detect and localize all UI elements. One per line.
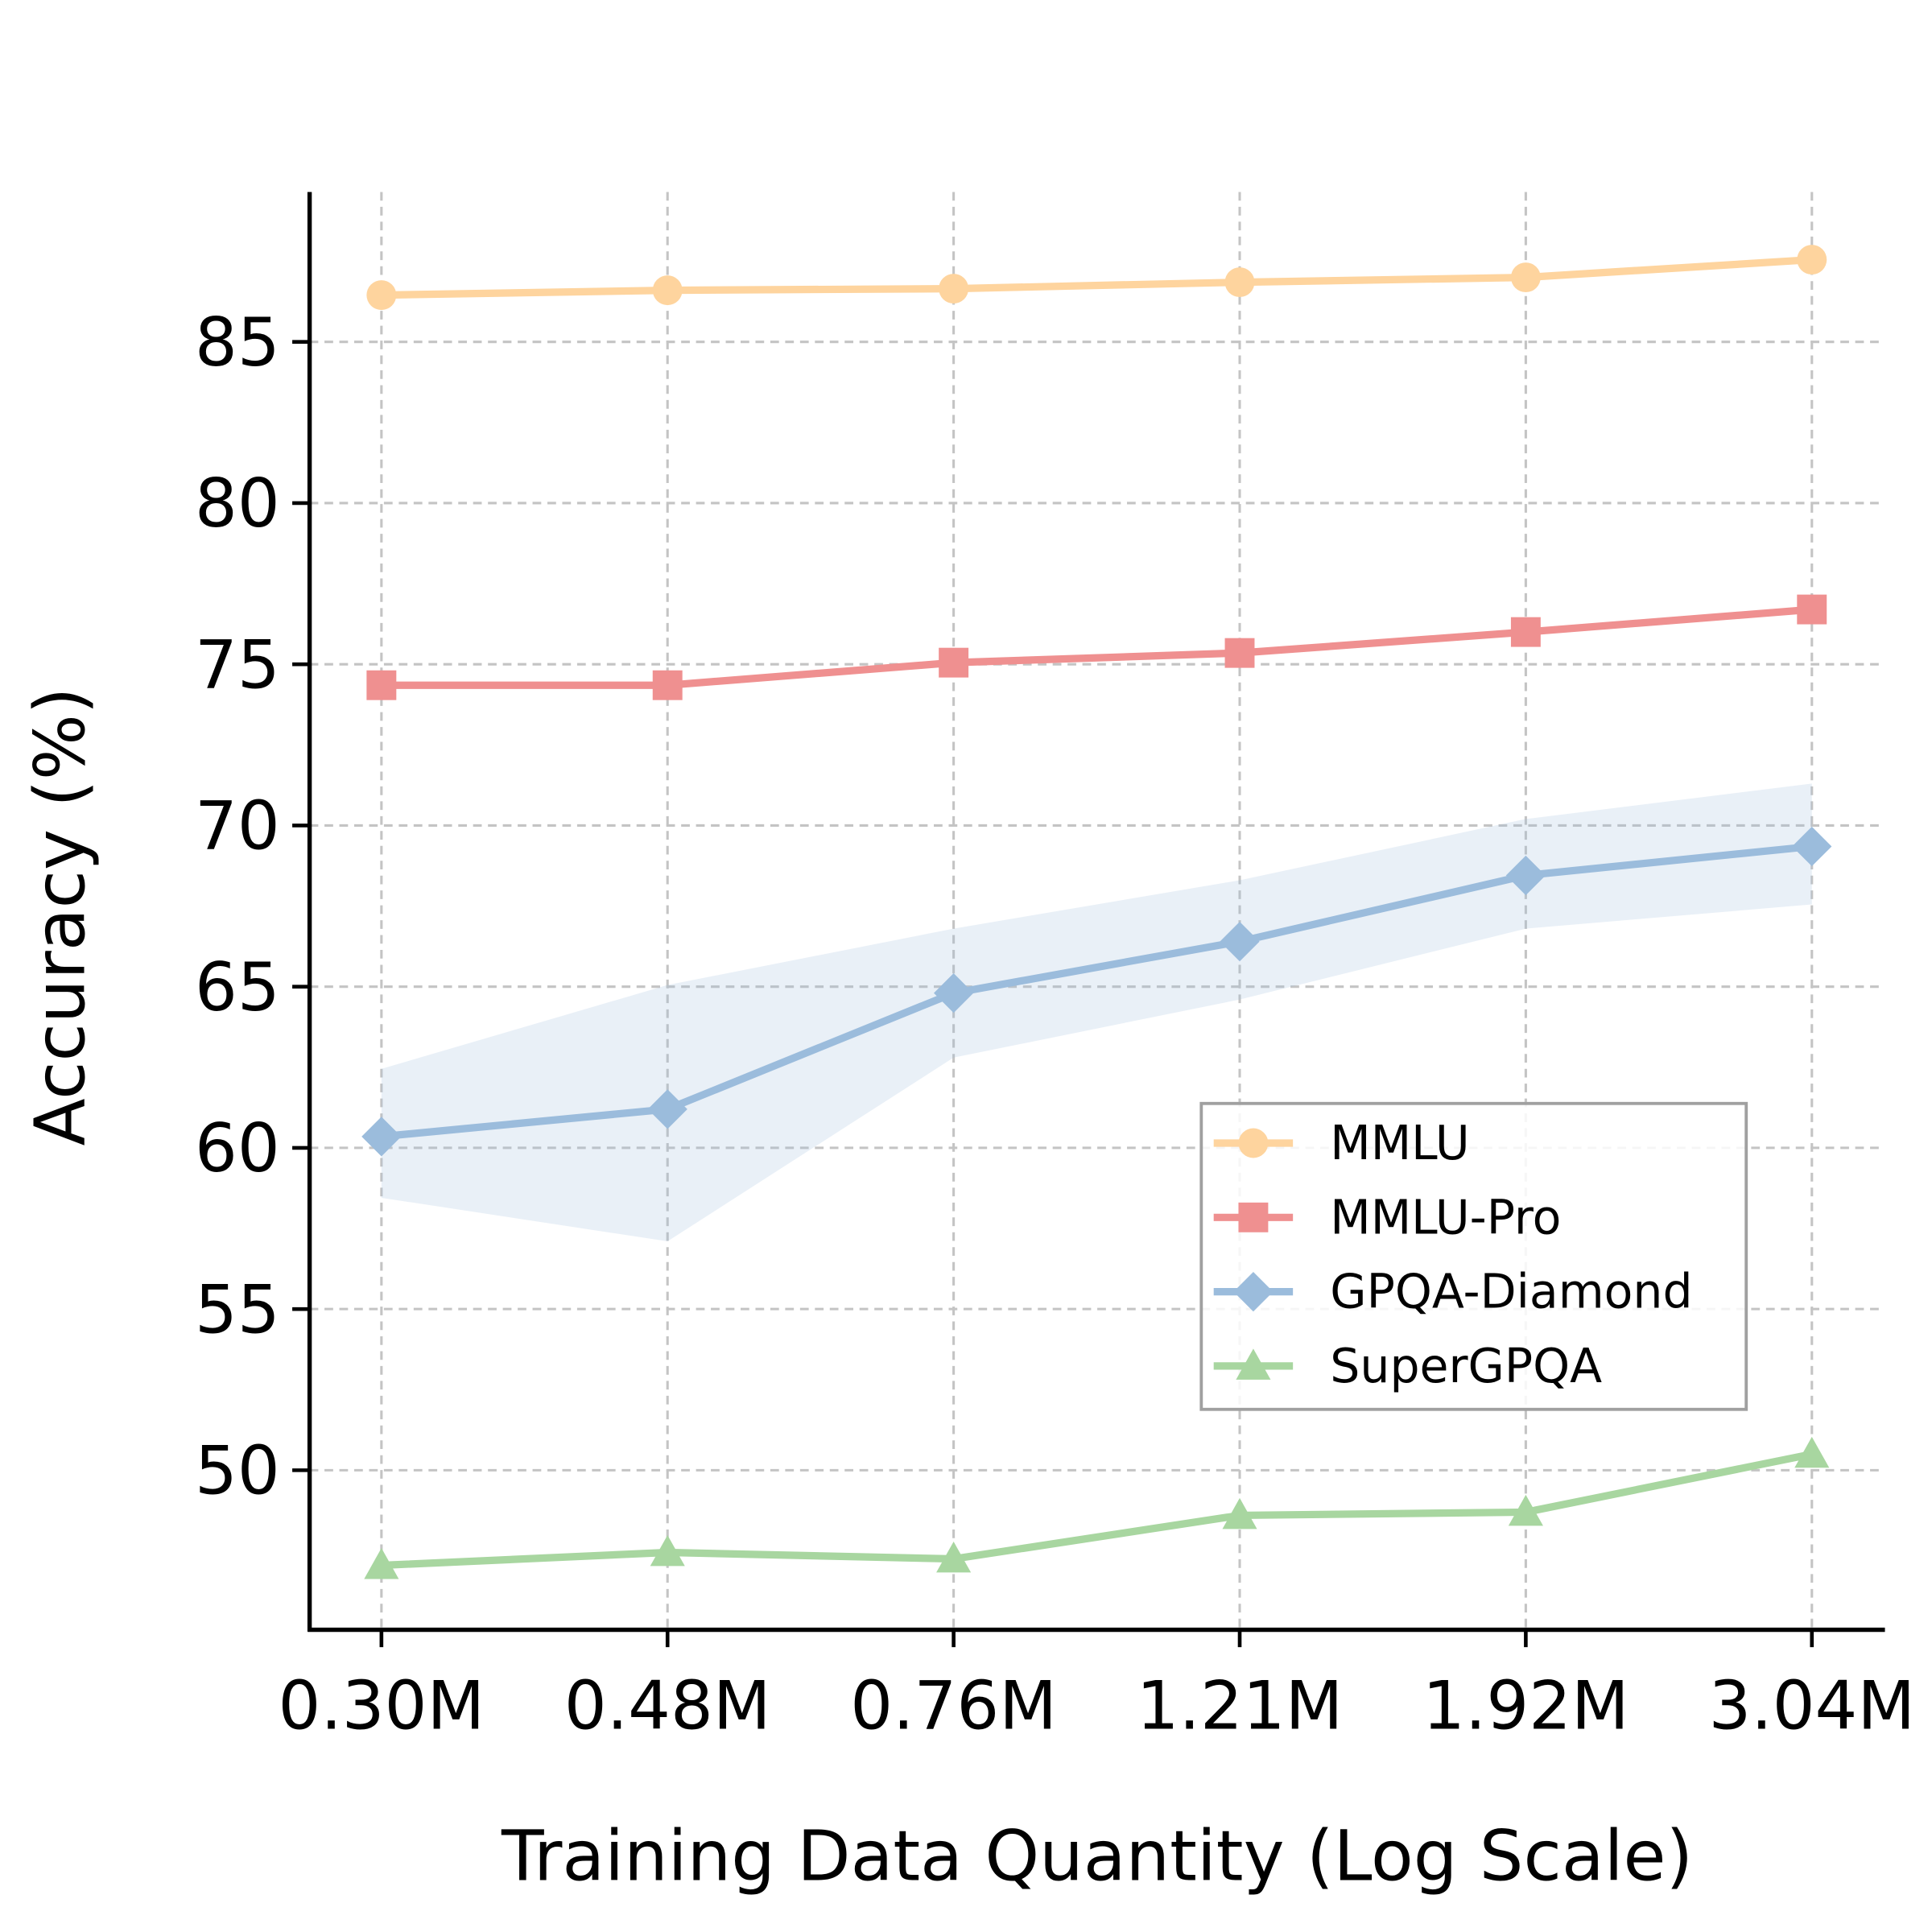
y-axis-label: Accuracy (%) xyxy=(21,687,101,1146)
series-mmlu-pro xyxy=(366,594,1827,700)
series-line xyxy=(381,1450,1813,1570)
marker-circle xyxy=(652,275,683,306)
marker-triangle xyxy=(936,1541,972,1573)
y-tick-label: 60 xyxy=(195,1109,280,1187)
marker-diamond xyxy=(1505,855,1546,896)
marker-circle xyxy=(1238,1128,1269,1158)
x-tick-label: 0.76M xyxy=(850,1667,1057,1745)
marker-triangle xyxy=(364,1547,399,1579)
marker-circle xyxy=(366,280,397,311)
marker-diamond xyxy=(934,973,974,1013)
marker-square xyxy=(1510,617,1541,647)
y-tick-label: 70 xyxy=(195,787,280,865)
legend: MMLU MMLU-Pro GPQA-Diamond SuperGPQA xyxy=(1199,1101,1748,1411)
y-tick-label: 85 xyxy=(195,303,280,382)
marker-square xyxy=(652,670,683,700)
series-gpqa-diamond xyxy=(361,826,1832,1157)
series-lines xyxy=(361,245,1832,1579)
marker-diamond xyxy=(647,1089,687,1129)
marker-square xyxy=(939,647,969,678)
axes: 50 55 60 65 70 75 80 85 0.30M 0.48M 0.76M 1.21M 1.92… xyxy=(195,192,1915,1745)
marker-circle xyxy=(939,274,969,304)
y-tick-label: 75 xyxy=(195,625,280,704)
marker-triangle xyxy=(1794,1436,1830,1468)
marker-square xyxy=(1224,638,1255,668)
confidence-band xyxy=(381,783,1812,1242)
series-line xyxy=(381,255,1813,299)
marker-triangle xyxy=(1236,1348,1271,1380)
marker-square xyxy=(1797,594,1827,625)
legend-label: MMLU xyxy=(1330,1116,1469,1170)
marker-triangle xyxy=(1508,1494,1543,1526)
legend-label: SuperGPQA xyxy=(1330,1339,1602,1393)
x-tick-label: 0.48M xyxy=(564,1667,771,1745)
series-mmlu xyxy=(366,245,1827,311)
marker-circle xyxy=(1224,267,1255,298)
series-line xyxy=(381,605,1813,689)
x-tick-label: 1.21M xyxy=(1137,1667,1344,1745)
legend-box xyxy=(1199,1101,1748,1411)
y-tick-label: 55 xyxy=(195,1270,280,1348)
gpqa-diamond-band xyxy=(381,783,1812,1242)
marker-triangle xyxy=(650,1534,685,1567)
legend-label: GPQA-Diamond xyxy=(1330,1265,1692,1319)
marker-circle xyxy=(1797,245,1827,275)
marker-diamond xyxy=(361,1117,402,1157)
marker-square xyxy=(1238,1202,1269,1232)
marker-diamond xyxy=(1233,1272,1274,1312)
marker-square xyxy=(366,670,397,700)
x-tick-label: 1.92M xyxy=(1422,1667,1629,1745)
series-line xyxy=(381,842,1813,1141)
x-tick-label: 3.04M xyxy=(1708,1667,1915,1745)
y-tick-label: 65 xyxy=(195,948,280,1026)
marker-circle xyxy=(1510,262,1541,293)
x-axis-label: Training Data Quantity (Log Scale) xyxy=(501,1816,1693,1897)
legend-label: MMLU-Pro xyxy=(1330,1190,1561,1245)
x-tick-label: 0.30M xyxy=(279,1667,485,1745)
marker-diamond xyxy=(1220,921,1260,962)
y-tick-label: 80 xyxy=(195,464,280,543)
marker-triangle xyxy=(1222,1497,1257,1530)
y-tick-label: 50 xyxy=(195,1432,280,1510)
series-supergpqa xyxy=(364,1436,1830,1579)
